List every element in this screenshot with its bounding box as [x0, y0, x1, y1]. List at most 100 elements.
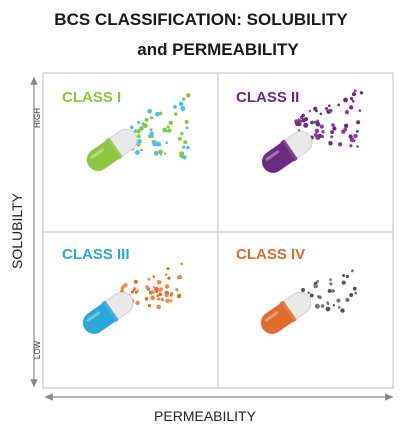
particle — [313, 120, 317, 124]
particle — [324, 106, 329, 111]
particle — [166, 125, 170, 129]
particle — [164, 293, 169, 298]
particle — [345, 274, 349, 279]
particle — [344, 110, 349, 115]
particle — [328, 104, 331, 107]
particle — [359, 91, 364, 95]
particle — [160, 297, 165, 302]
particle — [135, 300, 140, 305]
particle — [121, 284, 126, 289]
particle — [319, 124, 324, 129]
particle — [156, 297, 161, 301]
particle — [353, 89, 357, 93]
particle — [182, 97, 186, 101]
particle — [156, 294, 159, 298]
particle — [164, 284, 170, 289]
quadrant-label: CLASS II — [236, 89, 299, 106]
capsule-band — [105, 137, 123, 160]
particle — [156, 280, 162, 285]
particle — [343, 97, 348, 103]
particle — [137, 138, 142, 144]
particle — [330, 135, 334, 139]
particle — [140, 148, 143, 152]
particle — [331, 289, 335, 293]
particle — [173, 105, 177, 109]
particle — [155, 290, 159, 294]
particle — [345, 297, 350, 302]
particle — [174, 112, 178, 116]
particle — [342, 274, 346, 277]
particle — [356, 130, 359, 133]
particle — [309, 293, 314, 298]
particle — [183, 140, 188, 145]
particle — [303, 122, 309, 128]
particle — [328, 108, 333, 113]
particle — [153, 140, 157, 144]
particle — [337, 142, 343, 147]
quadrant-label: CLASS IV — [236, 246, 305, 263]
particle — [139, 126, 144, 131]
y-low-label: LOW — [33, 340, 42, 359]
particle — [352, 139, 356, 143]
particle — [147, 304, 152, 308]
quadrant-label: CLASS I — [62, 89, 121, 106]
particle — [308, 109, 312, 113]
particle — [165, 141, 168, 144]
particle — [341, 280, 346, 285]
particle — [156, 304, 161, 310]
particle — [149, 116, 154, 120]
capsule — [86, 128, 138, 172]
particle — [317, 295, 320, 298]
particle — [349, 293, 354, 297]
particle — [327, 289, 332, 293]
particle — [314, 128, 320, 134]
particle — [351, 99, 355, 103]
particle — [332, 126, 337, 131]
particle — [315, 121, 321, 127]
particle — [186, 93, 191, 98]
capsule-band — [101, 300, 119, 323]
particle — [304, 117, 309, 121]
particle — [182, 155, 187, 160]
particle — [351, 92, 356, 97]
particle — [178, 101, 184, 107]
particle — [356, 120, 361, 125]
capsule — [260, 291, 312, 335]
particle — [341, 129, 346, 134]
particle — [313, 106, 318, 111]
particle — [301, 288, 306, 292]
particle — [294, 119, 299, 124]
particle — [180, 262, 183, 266]
particle — [167, 276, 171, 280]
particle — [144, 117, 149, 122]
particle — [136, 129, 141, 134]
particle — [155, 111, 160, 117]
particle — [182, 145, 186, 149]
title-line2: and PERMEABILITY — [137, 40, 299, 59]
particle — [337, 103, 341, 107]
particle — [313, 132, 318, 138]
x-axis-label: PERMEABILITY — [154, 408, 257, 424]
particle — [314, 303, 320, 309]
particle — [152, 275, 156, 278]
particle — [154, 286, 159, 292]
particle — [180, 105, 186, 111]
particle — [151, 290, 155, 294]
particle — [179, 151, 185, 157]
particle — [158, 149, 164, 155]
particle — [307, 291, 311, 295]
particle — [310, 120, 314, 125]
particle — [349, 144, 353, 148]
particle — [185, 126, 189, 130]
capsule-shine — [90, 148, 105, 159]
particle — [186, 145, 190, 150]
particle — [337, 306, 341, 309]
particle — [169, 299, 173, 303]
capsule-band — [280, 139, 298, 162]
capsule — [82, 291, 134, 335]
particle — [152, 285, 156, 289]
particle — [329, 282, 333, 286]
particle — [326, 301, 330, 305]
particle — [177, 136, 182, 141]
particle — [343, 123, 349, 128]
